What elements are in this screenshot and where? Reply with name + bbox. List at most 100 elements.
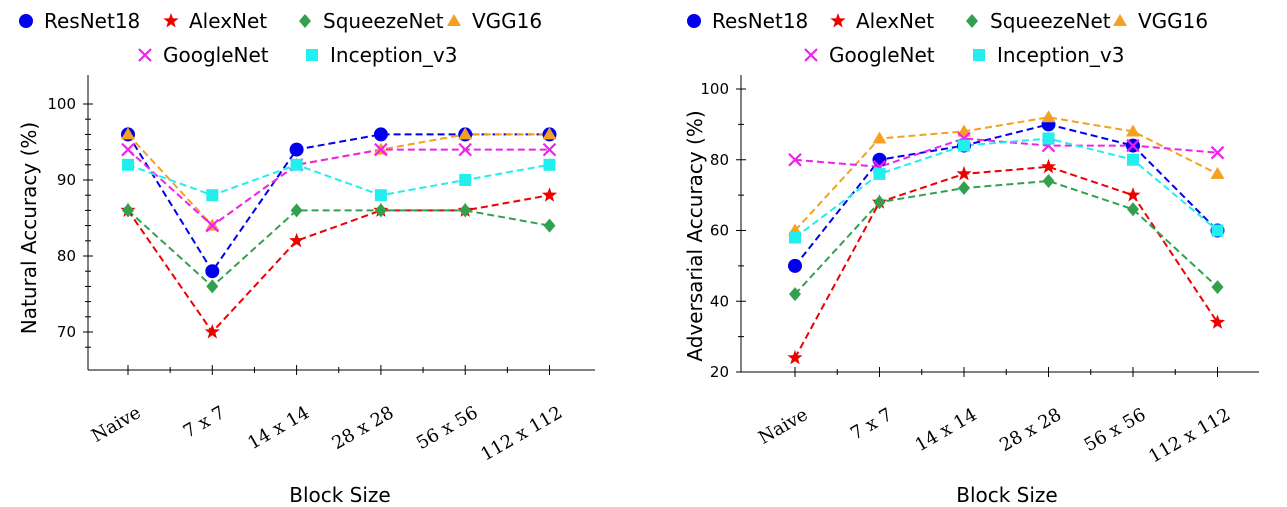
adversarial-line-inception-v3 bbox=[794, 137, 1219, 239]
natural-legend-marker-googlenet bbox=[138, 48, 152, 62]
adversarial-point-inception-v3 bbox=[1042, 132, 1055, 145]
natural-point-inception-v3 bbox=[290, 158, 303, 171]
adversarial-line-vgg16 bbox=[794, 116, 1218, 232]
adversarial-accuracy-xlabel: Block Size bbox=[956, 483, 1058, 507]
natural-accuracy-series bbox=[120, 127, 558, 339]
natural-line-googlenet bbox=[127, 148, 550, 227]
natural-point-resnet18 bbox=[289, 142, 304, 157]
natural-xtick-label: 28 x 28 bbox=[329, 402, 398, 454]
adversarial-accuracy-series bbox=[787, 110, 1226, 365]
adversarial-point-googlenet bbox=[1126, 138, 1140, 153]
adversarial-legend-marker-inception-v3 bbox=[973, 49, 985, 61]
natural-point-googlenet bbox=[121, 142, 135, 157]
adversarial-point-vgg16 bbox=[957, 124, 971, 137]
adversarial-legend-marker-vgg16 bbox=[1113, 14, 1127, 26]
adversarial-ytick-label: 80 bbox=[710, 151, 729, 169]
natural-ytick-label: 80 bbox=[57, 247, 76, 265]
natural-point-vgg16 bbox=[542, 127, 557, 140]
natural-ytick-label: 100 bbox=[47, 95, 76, 113]
adversarial-point-alexnet bbox=[1040, 158, 1057, 174]
adversarial-point-vgg16 bbox=[1210, 166, 1225, 179]
natural-point-alexnet bbox=[289, 232, 305, 248]
natural-line-resnet18 bbox=[127, 133, 550, 274]
natural-legend-marker-inception-v3 bbox=[306, 49, 318, 61]
natural-point-inception-v3 bbox=[122, 158, 134, 171]
natural-point-squeezenet bbox=[543, 218, 556, 233]
adversarial-point-vgg16 bbox=[1126, 124, 1140, 137]
adversarial-line-alexnet bbox=[794, 165, 1219, 359]
adversarial-line-googlenet bbox=[794, 137, 1218, 168]
adversarial-point-inception-v3 bbox=[789, 231, 801, 244]
natural-point-vgg16 bbox=[458, 127, 473, 140]
natural-point-googlenet bbox=[374, 142, 388, 157]
adversarial-point-vgg16 bbox=[872, 131, 887, 144]
adversarial-point-squeezenet bbox=[1211, 280, 1224, 295]
adversarial-xtick-label: 56 x 56 bbox=[1081, 404, 1150, 456]
natural-point-squeezenet bbox=[122, 203, 134, 218]
natural-accuracy-legend: ResNet18 AlexNet SqueezeNet VGG16 GoogleNet I… bbox=[19, 9, 542, 67]
natural-point-inception-v3 bbox=[459, 174, 472, 186]
adversarial-xtick-label: 112 x 112 bbox=[1145, 404, 1234, 467]
natural-point-squeezenet bbox=[206, 279, 219, 294]
natural-xtick-label: 112 x 112 bbox=[477, 402, 566, 465]
adversarial-point-alexnet bbox=[1209, 314, 1226, 329]
adversarial-point-alexnet bbox=[787, 349, 803, 365]
adversarial-ytick-label: 100 bbox=[700, 80, 729, 98]
adversarial-point-squeezenet bbox=[1042, 173, 1055, 188]
natural-legend-marker-resnet18 bbox=[19, 14, 33, 28]
adversarial-point-squeezenet bbox=[789, 287, 801, 302]
adversarial-legend-label-resnet18: ResNet18 bbox=[712, 9, 808, 33]
adversarial-accuracy-axes: 20 40 60 80 100 Naive 7 x 7 14 x 14 28 x 28 56 x … bbox=[700, 75, 1259, 467]
adversarial-xtick-label: 7 x 7 bbox=[847, 404, 896, 444]
adversarial-legend-label-alexnet: AlexNet bbox=[856, 9, 934, 33]
adversarial-point-squeezenet bbox=[1127, 202, 1139, 217]
adversarial-point-squeezenet bbox=[873, 195, 886, 210]
adversarial-ytick-label: 60 bbox=[710, 222, 729, 240]
adversarial-accuracy-chart: ResNet18 AlexNet SqueezeNet VGG16 GoogleNet I… bbox=[683, 9, 1259, 507]
natural-point-squeezenet bbox=[290, 203, 303, 218]
adversarial-legend-marker-squeezenet bbox=[966, 14, 978, 28]
natural-xtick-label: 14 x 14 bbox=[244, 402, 313, 454]
adversarial-legend-marker-googlenet bbox=[804, 48, 818, 62]
natural-point-squeezenet bbox=[374, 203, 387, 218]
natural-accuracy-xlabel: Block Size bbox=[289, 483, 391, 507]
natural-legend-label-googlenet: GoogleNet bbox=[163, 43, 269, 67]
adversarial-point-inception-v3 bbox=[873, 167, 886, 180]
adversarial-point-squeezenet bbox=[958, 181, 970, 196]
adversarial-accuracy-ylabel: Adversarial Accuracy (%) bbox=[683, 110, 707, 361]
adversarial-legend-marker-alexnet bbox=[830, 13, 846, 28]
adversarial-legend-label-squeezenet: SqueezeNet bbox=[990, 9, 1111, 33]
natural-ytick-label: 70 bbox=[57, 323, 76, 341]
natural-legend-marker-vgg16 bbox=[447, 14, 461, 26]
adversarial-line-squeezenet bbox=[794, 179, 1219, 295]
natural-point-alexnet bbox=[541, 187, 558, 202]
natural-point-inception-v3 bbox=[206, 189, 219, 202]
adversarial-point-resnet18 bbox=[872, 152, 887, 167]
adversarial-legend-label-inception-v3: Inception_v3 bbox=[997, 43, 1124, 67]
adversarial-point-alexnet bbox=[956, 165, 972, 181]
natural-point-googlenet bbox=[458, 142, 472, 157]
natural-point-vgg16 bbox=[121, 127, 135, 140]
natural-legend-label-squeezenet: SqueezeNet bbox=[323, 9, 444, 33]
natural-line-inception-v3 bbox=[127, 163, 550, 197]
adversarial-xtick-label: Naive bbox=[755, 404, 811, 449]
adversarial-point-googlenet bbox=[1210, 145, 1225, 160]
natural-ytick-label: 90 bbox=[57, 171, 76, 189]
adversarial-legend-label-googlenet: GoogleNet bbox=[829, 43, 935, 67]
natural-xtick-label: 7 x 7 bbox=[180, 402, 229, 442]
natural-point-resnet18 bbox=[373, 127, 388, 142]
natural-legend-label-vgg16: VGG16 bbox=[472, 9, 542, 33]
natural-line-vgg16 bbox=[127, 133, 550, 227]
adversarial-xtick-label: 14 x 14 bbox=[912, 404, 981, 456]
natural-xtick-label: 56 x 56 bbox=[413, 402, 482, 454]
natural-point-googlenet bbox=[542, 142, 557, 157]
natural-accuracy-ylabel: Natural Accuracy (%) bbox=[17, 122, 41, 334]
adversarial-point-vgg16 bbox=[1041, 110, 1056, 123]
natural-xtick-label: Naive bbox=[88, 402, 144, 447]
natural-line-squeezenet bbox=[127, 209, 550, 288]
adversarial-point-inception-v3 bbox=[1211, 224, 1224, 237]
adversarial-line-resnet18 bbox=[794, 123, 1219, 267]
adversarial-point-resnet18 bbox=[788, 258, 802, 273]
natural-point-inception-v3 bbox=[543, 158, 556, 171]
